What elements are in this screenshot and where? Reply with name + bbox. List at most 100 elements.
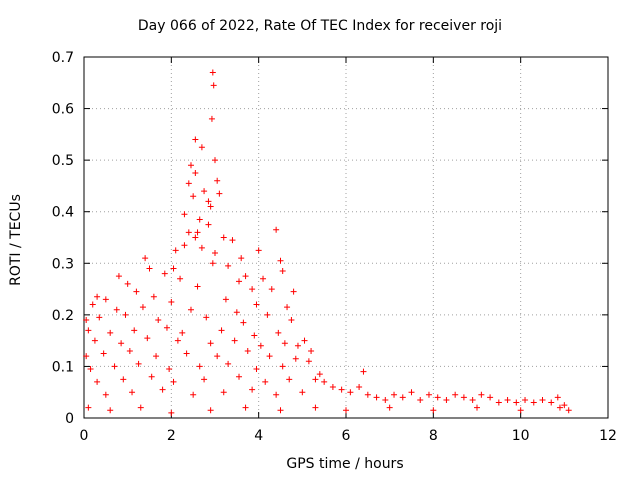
- roti-point: [292, 355, 299, 362]
- roti-point: [214, 177, 221, 184]
- roti-point: [242, 404, 249, 411]
- roti-point: [212, 249, 218, 256]
- roti-point: [373, 394, 380, 401]
- roti-point: [168, 298, 175, 305]
- roti-point: [174, 337, 181, 344]
- roti-point: [434, 394, 441, 401]
- roti-point: [135, 360, 142, 367]
- roti-point: [279, 268, 286, 275]
- roti-point: [460, 394, 467, 401]
- roti-point: [281, 340, 288, 347]
- roti-point: [187, 162, 194, 169]
- roti-point: [469, 396, 476, 403]
- roti-point: [83, 353, 90, 360]
- roti-point: [170, 378, 177, 385]
- roti-point: [192, 234, 199, 241]
- roti-point: [177, 275, 184, 282]
- roti-point: [236, 373, 243, 380]
- roti-point: [192, 136, 199, 143]
- data-points: [83, 69, 572, 416]
- roti-point: [207, 340, 214, 347]
- roti-point: [198, 244, 205, 251]
- y-tick-label: 0.7: [52, 50, 74, 66]
- roti-point: [262, 378, 269, 385]
- roti-point: [266, 353, 273, 360]
- roti-point: [139, 304, 146, 311]
- roti-point: [347, 389, 354, 396]
- roti-point: [556, 404, 563, 411]
- roti-point: [163, 324, 170, 331]
- roti-point: [249, 286, 256, 293]
- roti-point: [260, 275, 267, 282]
- roti-point: [194, 229, 201, 236]
- roti-point: [364, 391, 371, 398]
- x-tick-label: 12: [599, 428, 617, 444]
- roti-point: [238, 255, 245, 262]
- roti-point: [305, 358, 312, 365]
- roti-point: [118, 340, 125, 347]
- y-tick-label: 0.1: [52, 359, 74, 375]
- roti-point: [87, 366, 94, 373]
- roti-point: [214, 353, 221, 360]
- roti-point: [107, 329, 114, 336]
- roti-point: [120, 376, 127, 383]
- roti-point: [249, 386, 256, 393]
- roti-point: [111, 363, 118, 370]
- roti-point: [452, 391, 459, 398]
- roti-point: [131, 327, 138, 334]
- roti-point: [209, 260, 216, 267]
- y-tick-label: 0.6: [52, 102, 74, 118]
- roti-point: [150, 293, 157, 300]
- roti-point: [225, 360, 232, 367]
- roti-point: [565, 407, 572, 414]
- y-tick-label: 0.2: [52, 308, 74, 324]
- roti-point: [316, 371, 323, 378]
- roti-point: [430, 407, 437, 414]
- roti-point: [399, 394, 406, 401]
- roti-point: [264, 311, 271, 318]
- roti-point: [487, 394, 494, 401]
- roti-point: [133, 288, 140, 295]
- roti-point: [168, 409, 175, 416]
- roti-point: [201, 188, 208, 195]
- roti-point: [146, 265, 153, 272]
- roti-point: [360, 368, 367, 375]
- roti-point: [338, 386, 345, 393]
- roti-point: [301, 337, 308, 344]
- roti-point: [231, 337, 238, 344]
- roti-point: [107, 407, 114, 414]
- roti-point: [196, 216, 203, 223]
- roti-point: [122, 311, 129, 318]
- roti-point: [91, 337, 98, 344]
- y-tick-label: 0.3: [52, 256, 74, 272]
- roti-point: [185, 229, 192, 236]
- roti-point: [299, 389, 306, 396]
- x-tick-label: 10: [512, 428, 530, 444]
- roti-point: [124, 280, 131, 287]
- roti-point: [198, 144, 205, 151]
- roti-point: [284, 304, 291, 311]
- roti-point: [279, 363, 286, 370]
- roti-point: [201, 376, 208, 383]
- y-tick-label: 0.5: [52, 153, 74, 169]
- roti-point: [275, 329, 282, 336]
- roti-point: [113, 306, 120, 313]
- roti-point: [207, 407, 214, 414]
- x-tick-label: 4: [254, 428, 263, 444]
- roti-point: [242, 273, 249, 280]
- roti-point: [548, 399, 555, 406]
- roti-point: [187, 306, 194, 313]
- roti-point: [210, 82, 217, 89]
- roti-point: [148, 373, 155, 380]
- x-tick-label: 0: [80, 428, 89, 444]
- roti-point: [312, 376, 319, 383]
- roti-point: [194, 283, 201, 290]
- roti-point: [161, 270, 168, 277]
- roti-point: [83, 317, 90, 324]
- x-tick-label: 2: [167, 428, 176, 444]
- roti-point: [220, 234, 227, 241]
- roti-point: [94, 378, 101, 385]
- roti-point: [288, 317, 295, 324]
- roti-point: [212, 157, 218, 164]
